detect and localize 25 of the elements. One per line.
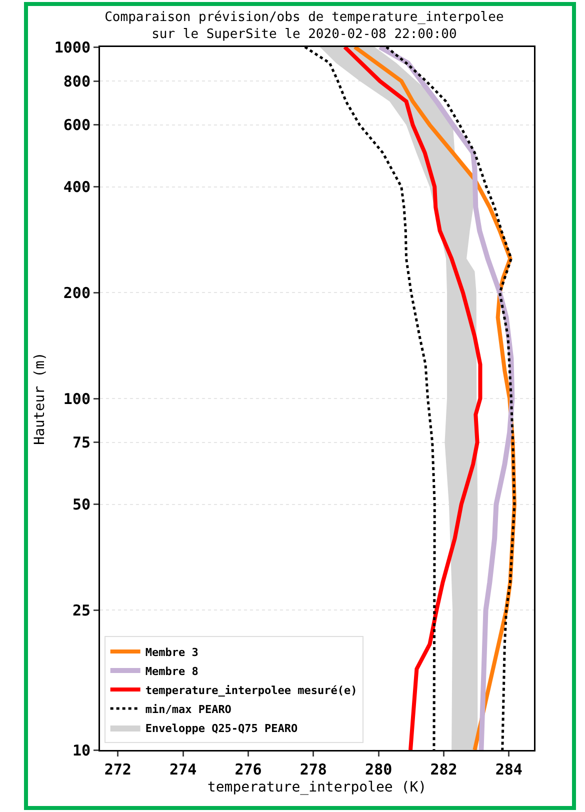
x-axis-title: temperature_interpolee (K) xyxy=(207,780,427,796)
y-tick-label: 25 xyxy=(72,601,90,620)
x-tick-label: 282 xyxy=(430,760,458,778)
x-tick-label: 280 xyxy=(365,760,392,778)
x-tick-label: 272 xyxy=(104,760,132,778)
y-tick-label: 600 xyxy=(63,116,90,134)
x-tick-label: 284 xyxy=(495,760,522,778)
y-axis-title: Hauteur (m) xyxy=(32,352,48,445)
legend-label: temperature_interpolee mesuré(e) xyxy=(145,684,358,697)
y-tick-label: 75 xyxy=(72,434,90,452)
legend-label: Enveloppe Q25-Q75 PEARO xyxy=(145,722,298,735)
x-tick-label: 274 xyxy=(170,760,197,778)
y-tick-label: 100 xyxy=(63,390,90,408)
chart-title: Comparaison prévision/obs de temperature_interpolee sur le SuperSite le 2020-02-08 22:00:00 xyxy=(104,10,504,42)
legend-label: Membre 3 xyxy=(145,646,198,659)
y-tick-label: 1000 xyxy=(54,38,90,56)
y-tick-label: 800 xyxy=(63,72,90,90)
y-tick-label: 200 xyxy=(63,284,90,302)
legend-label: min/max PEARO xyxy=(145,702,232,716)
y-tick-label: 10 xyxy=(72,741,90,760)
y-tick-label: 400 xyxy=(63,178,90,196)
x-tick-label: 278 xyxy=(300,760,327,778)
legend-label: Membre 8 xyxy=(145,664,198,678)
y-tick-label: 50 xyxy=(72,496,90,514)
x-tick-label: 276 xyxy=(234,760,262,778)
